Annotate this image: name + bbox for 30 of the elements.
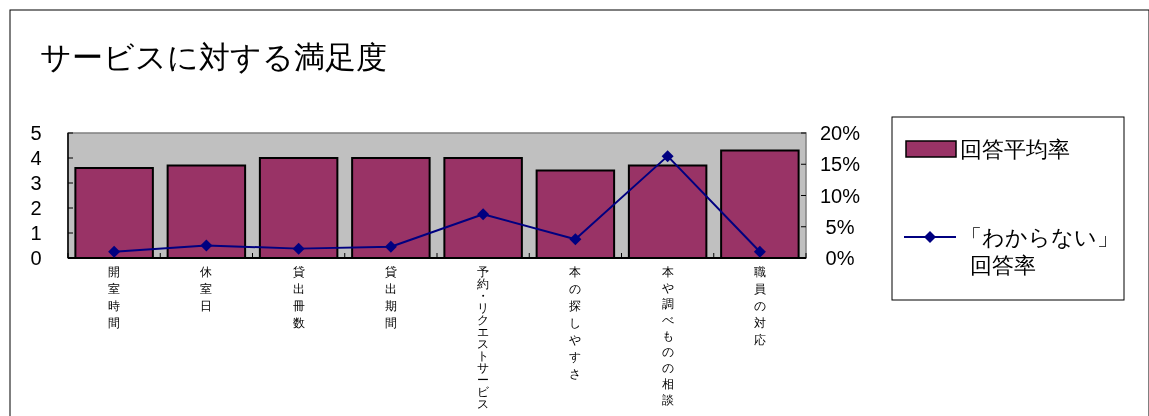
point	[569, 233, 582, 246]
point	[753, 245, 766, 258]
legend-label: 「わからない」回答率	[960, 225, 1119, 278]
point	[292, 242, 305, 255]
point	[200, 239, 213, 252]
legend-label: 回答平均率	[960, 137, 1070, 162]
y2-tick-label: 10%	[819, 184, 861, 207]
x-tick-label: 貸出冊数	[292, 265, 305, 330]
y-tick-label: 5	[30, 122, 42, 144]
category-label: 予約・リクエストサービス	[477, 265, 490, 411]
point	[108, 245, 121, 258]
category-label: 本や調べものの相談	[661, 265, 674, 407]
y-tick-label: 2	[30, 197, 42, 219]
y-tick-label: 1	[30, 222, 42, 244]
x-tick-label: 開室時間	[108, 265, 121, 330]
x-tick-label: 本の探しやすさ	[569, 265, 582, 381]
y2-tick-label: 0%	[825, 247, 855, 269]
x-tick-label: 休室日	[200, 265, 213, 313]
chart-title: サービスに対する満足度	[40, 40, 387, 75]
point	[477, 208, 490, 221]
y2-tick-label: 20%	[819, 122, 861, 144]
y-tick-label: 0	[30, 247, 42, 269]
x-tick-label: 職員の対応	[753, 265, 766, 347]
y-tick-label: 4	[30, 147, 42, 169]
point	[384, 240, 397, 253]
point	[661, 150, 674, 163]
y2-tick-label: 5%	[825, 215, 855, 238]
y2-tick-label: 15%	[819, 153, 861, 176]
y-tick-label: 3	[30, 172, 42, 194]
x-tick-label: 貸出期間	[384, 265, 397, 330]
